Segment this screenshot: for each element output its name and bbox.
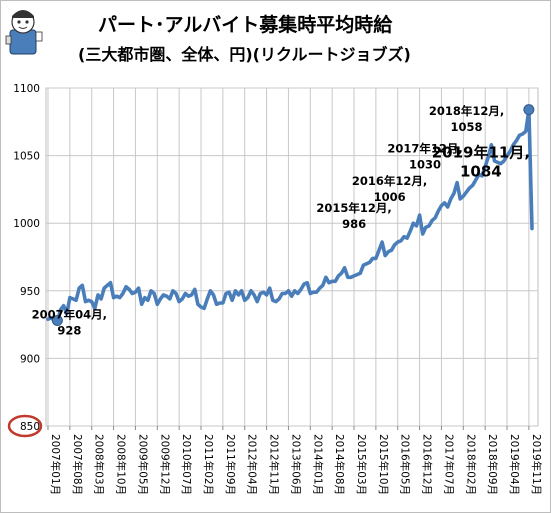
chart-title: パート･アルバイト募集時平均時給 xyxy=(98,13,393,36)
x-tick-label: 2014年08月 xyxy=(333,434,346,495)
gridlines xyxy=(45,87,539,427)
x-tick-label: 2011年02月 xyxy=(202,434,215,495)
x-tick-label: 2009年05月 xyxy=(136,434,149,495)
annotations: 2007年04月, 928 2015年12月, 986 2016年12月, 1006 201… xyxy=(32,104,535,338)
series-group xyxy=(46,107,534,324)
y-tick-label: 1000 xyxy=(13,218,40,230)
annotation-label: 2018年12月, xyxy=(429,104,504,118)
x-axis: 2007年01月 2007年08月 2008年03月 2008年10月 2009年05月… xyxy=(47,426,543,495)
chart-subtitle: (三大都市圏、全体、円)(リクルートジョブズ) xyxy=(78,45,411,64)
annotation-label: 2007年04月, xyxy=(32,308,107,322)
x-tick-label: 2008年10月 xyxy=(115,434,128,495)
x-tick-label: 2009年12月 xyxy=(158,434,171,495)
x-tick-label: 2010年07月 xyxy=(180,434,193,495)
annotation-marker xyxy=(523,104,535,116)
x-tick-label: 2019年11月 xyxy=(530,434,543,495)
x-tick-label: 2015年10月 xyxy=(377,434,390,495)
x-tick-label: 2015年03月 xyxy=(355,434,368,495)
y-tick-label: 900 xyxy=(20,353,40,365)
plot-area xyxy=(45,87,539,427)
x-tick-label: 2014年01月 xyxy=(311,434,324,495)
x-tick-label: 2008年03月 xyxy=(93,434,106,495)
annotation-value: 1006 xyxy=(374,190,406,204)
x-tick-label: 2016年05月 xyxy=(399,434,412,495)
annotation-label: 2017年12月, xyxy=(387,142,462,156)
annotation-value: 928 xyxy=(57,324,81,338)
x-tick-label: 2018年09月 xyxy=(486,434,499,495)
x-tick-label: 2012年11月 xyxy=(268,434,281,495)
cartoon-mascot-icon xyxy=(5,10,43,55)
x-tick-label: 2016年12月 xyxy=(421,434,434,495)
x-tick-label: 2018年02月 xyxy=(464,434,477,495)
x-tick-label: 2007年01月 xyxy=(49,434,62,495)
y-axis: 850 900 950 1000 1050 1100 xyxy=(7,83,43,438)
highlight-circle xyxy=(7,414,43,438)
x-tick-label: 2013年06月 xyxy=(289,434,302,495)
y-tick-label: 950 xyxy=(20,286,40,298)
x-tick-label: 2012年04月 xyxy=(246,434,259,495)
x-tick-label: 2019年04月 xyxy=(508,434,521,495)
annotation-label: 2019年11月, xyxy=(432,144,530,162)
y-tick-label: 1100 xyxy=(13,83,40,95)
annotation-label: 2016年12月, xyxy=(352,174,427,188)
annotation-value: 1058 xyxy=(451,120,483,134)
annotation-label: 2015年12月, xyxy=(316,201,391,215)
annotation-value: 986 xyxy=(342,217,366,231)
y-tick-label: 1050 xyxy=(13,151,40,163)
x-tick-label: 2011年09月 xyxy=(224,434,237,495)
x-tick-label: 2007年08月 xyxy=(71,434,84,495)
annotation-value: 1084 xyxy=(460,163,502,181)
annotation-marker xyxy=(51,315,63,327)
annotation-value: 1030 xyxy=(409,158,441,172)
series-line xyxy=(46,107,534,324)
y-tick-label: 850 xyxy=(20,421,40,433)
x-tick-label: 2017年07月 xyxy=(442,434,455,495)
